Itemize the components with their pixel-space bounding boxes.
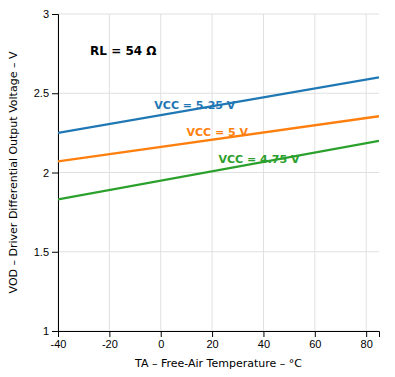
y-tick: 1.5 xyxy=(34,246,58,258)
y-tick-mark xyxy=(52,252,58,253)
chart: -40-2002040608011.522.53VCC = 5.25 VVCC … xyxy=(0,0,395,377)
x-tick: -40 xyxy=(51,331,67,350)
y-tick-mark xyxy=(52,331,58,332)
y-tick-mark xyxy=(52,14,58,15)
y-tick-label: 2 xyxy=(43,167,49,179)
y-tick: 3 xyxy=(43,8,58,20)
x-tick: -20 xyxy=(102,331,118,350)
x-tick: 80 xyxy=(361,331,373,350)
grid-line-y xyxy=(58,93,379,94)
x-tick-label: 80 xyxy=(361,338,373,350)
x-tick-label: 20 xyxy=(206,338,218,350)
x-tick-mark xyxy=(366,331,367,337)
y-axis-line xyxy=(52,15,59,332)
y-tick-label: 3 xyxy=(43,8,49,20)
series-labels: VCC = 5.25 V VCC = 5 V VCC = 4.75 V xyxy=(154,99,300,166)
y-axis-title: VOD – Driver Differential Output Voltage… xyxy=(7,51,20,293)
x-axis-title: TA – Free-Air Temperature – °C xyxy=(134,357,302,370)
series-label: VCC = 5 V xyxy=(186,126,248,139)
grid xyxy=(58,14,379,331)
series-line xyxy=(58,141,379,200)
grid-line-y xyxy=(58,251,379,252)
x-tick-label: 60 xyxy=(309,338,321,350)
series-label: VCC = 5.25 V xyxy=(154,99,236,112)
y-tick: 2.5 xyxy=(34,87,58,99)
grid-line-y xyxy=(58,14,379,15)
y-tick-mark xyxy=(52,93,58,94)
lines xyxy=(58,77,379,199)
y-tick: 1 xyxy=(43,325,58,337)
y-axis: 1 1.5 2 2.5 3 xyxy=(34,8,59,337)
x-tick-label: 40 xyxy=(258,338,270,350)
plot: -40-2002040608011.522.53VCC = 5.25 VVCC … xyxy=(34,8,380,350)
x-tick-label: 0 xyxy=(158,338,164,350)
x-tick-mark xyxy=(109,331,110,337)
x-tick-mark xyxy=(161,331,162,337)
x-tick: 40 xyxy=(258,331,270,350)
grid-line-y xyxy=(58,172,379,173)
y-tick-mark xyxy=(52,173,58,174)
x-tick-label: -20 xyxy=(102,338,118,350)
x-axis-line xyxy=(59,332,380,338)
x-tick-label: -40 xyxy=(51,338,67,350)
x-tick-mark xyxy=(263,331,264,337)
series-line xyxy=(58,77,379,132)
x-tick: 20 xyxy=(206,331,218,350)
x-tick-mark xyxy=(315,331,316,337)
x-tick: 60 xyxy=(309,331,321,350)
y-tick-label: 1 xyxy=(43,325,49,337)
annotation: RL = 54 Ω xyxy=(90,44,156,58)
x-axis: -40 -20 0 20 40 60 80 xyxy=(51,331,380,350)
y-tick-label: 2.5 xyxy=(34,87,49,99)
y-tick: 2 xyxy=(43,167,58,179)
series-label: VCC = 4.75 V xyxy=(219,153,301,166)
y-tick-label: 1.5 xyxy=(34,246,49,258)
x-tick-mark xyxy=(212,331,213,337)
x-tick: 0 xyxy=(158,331,164,350)
